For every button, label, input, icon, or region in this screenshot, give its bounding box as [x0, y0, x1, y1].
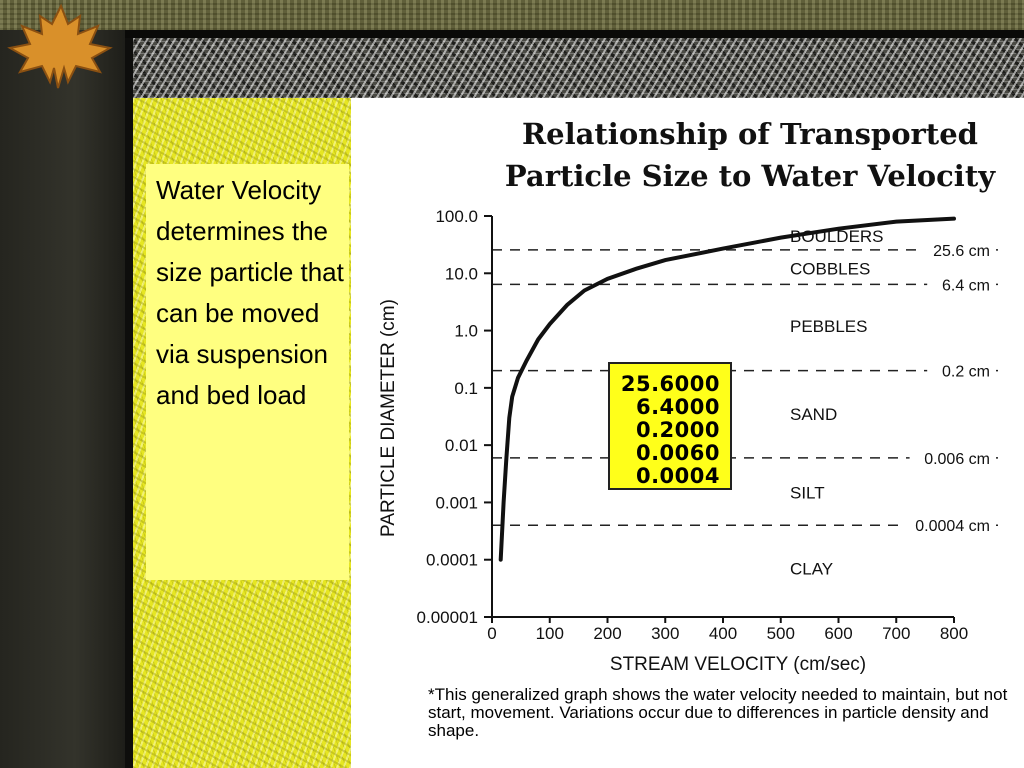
highlight-value: 6.4000	[635, 395, 720, 419]
y-tick-label: 10.0	[445, 264, 478, 283]
y-tick-label: 0.0001	[426, 551, 478, 570]
y-tick-label: 1.0	[454, 322, 478, 341]
x-tick-label: 300	[651, 624, 679, 643]
region-label-bg	[786, 480, 840, 503]
slide-left-bar	[0, 30, 125, 768]
region-label-bg	[786, 223, 888, 246]
y-tick-label: 0.1	[454, 379, 478, 398]
region-label: SAND	[790, 405, 837, 424]
chart-title-line-2: Particle Size to Water Velocity	[505, 159, 996, 193]
threshold-label: 0.0004 cm	[915, 518, 990, 535]
threshold-label-bg	[918, 238, 992, 261]
highlight-value: 0.0060	[635, 441, 720, 465]
threshold-label: 6.4 cm	[942, 277, 990, 294]
x-tick-label: 700	[882, 624, 910, 643]
threshold-label: 0.006 cm	[924, 451, 990, 468]
slide-left-edge	[125, 30, 133, 768]
highlight-values-box: 25.6000 6.4000 0.2000 0.0060 0.0004	[608, 362, 732, 490]
highlight-value: 25.6000	[620, 372, 720, 396]
threshold-label-bg	[927, 359, 992, 382]
region-label-bg	[786, 556, 840, 579]
threshold-label: 25.6 cm	[933, 243, 990, 260]
velocity-curve	[498, 216, 956, 562]
highlight-value: 0.2000	[635, 418, 720, 442]
x-tick-label: 800	[940, 624, 968, 643]
threshold-label-bg	[927, 273, 992, 296]
region-label-bg	[786, 314, 876, 337]
y-axis-label: PARTICLE DIAMETER (cm)	[378, 299, 399, 537]
region-label-bg	[786, 256, 876, 279]
region-label: SILT	[790, 483, 825, 502]
slide-top-rule	[125, 30, 1024, 38]
x-tick-label: 200	[593, 624, 621, 643]
x-tick-label: 600	[824, 624, 852, 643]
x-tick-label: 400	[709, 624, 737, 643]
chart-title-line-1: Relationship of Transported	[522, 117, 978, 151]
maple-leaf-icon	[7, 3, 113, 89]
region-label: PEBBLES	[790, 317, 868, 336]
threshold-label-bg	[909, 446, 992, 469]
x-axis-label: STREAM VELOCITY (cm/sec)	[610, 654, 866, 675]
region-label-bg	[786, 401, 840, 424]
slide-top-texture	[133, 38, 1024, 98]
highlight-value: 0.0004	[635, 464, 720, 488]
x-tick-label: 100	[536, 624, 564, 643]
threshold-label-bg	[900, 514, 992, 537]
threshold-label: 0.2 cm	[942, 364, 990, 381]
x-tick-label: 0	[487, 624, 496, 643]
x-tick-label: 500	[767, 624, 795, 643]
y-tick-label: 0.001	[435, 493, 478, 512]
region-label: CLAY	[790, 560, 833, 579]
chart-footnote: *This generalized graph shows the water …	[428, 685, 1008, 740]
y-tick-label: 0.01	[445, 436, 478, 455]
y-tick-label: 0.00001	[417, 608, 478, 627]
region-label: COBBLES	[790, 260, 870, 279]
text-box	[146, 164, 349, 580]
slide-top-band	[0, 0, 1024, 30]
y-tick-label: 100.0	[435, 207, 478, 226]
body-text: Water Velocity determines the size parti…	[156, 175, 344, 410]
